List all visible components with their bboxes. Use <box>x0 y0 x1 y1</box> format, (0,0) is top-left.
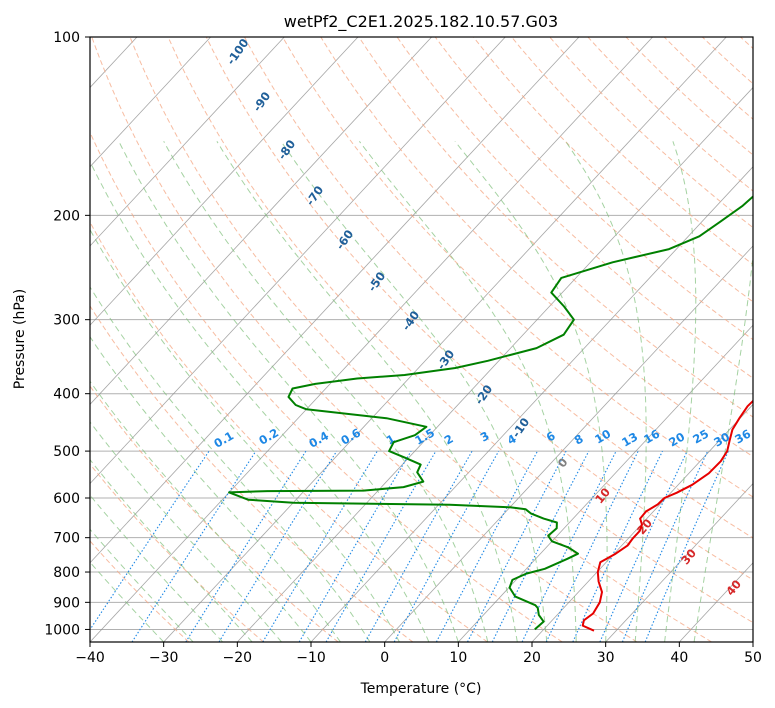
mixing-ratio-line <box>491 450 590 642</box>
mixing-ratio-label: 30 <box>711 430 732 450</box>
moist-adiabat-line <box>90 494 223 642</box>
dry-adiabat-line <box>549 37 753 229</box>
moist-adiabat-line <box>90 160 430 642</box>
mixing-ratio-line <box>545 450 639 642</box>
moist-adiabat-line <box>90 380 312 642</box>
x-tick-label: 40 <box>670 650 688 666</box>
x-axis-ticks: −40 −30 −20 −10 0 10 20 30 40 50 <box>75 642 762 666</box>
dry-adiabat-line <box>167 37 753 624</box>
y-axis-label: Pressure (hPa) <box>12 289 28 389</box>
x-tick-label: 30 <box>597 650 615 666</box>
x-tick-label: −40 <box>75 650 105 666</box>
moist-adiabat-line <box>216 141 518 642</box>
moist-adiabat-line <box>664 141 697 642</box>
y-tick-label: 300 <box>53 313 80 329</box>
isotherm-line <box>90 37 359 326</box>
isotherm-line <box>605 482 753 642</box>
isotherm-line <box>237 86 753 642</box>
mixing-ratio-label: 16 <box>641 427 662 447</box>
isotherm-line <box>90 37 432 405</box>
y-tick-label: 800 <box>53 565 80 581</box>
y-axis-ticks: 1000 900 800 700 600 500 400 300 200 100 <box>44 30 90 638</box>
isotherm-line <box>90 37 506 485</box>
y-tick-label: 700 <box>53 531 80 547</box>
mixing-ratio-line <box>185 450 307 642</box>
y-tick-label: 900 <box>53 595 80 611</box>
moist-adiabat-line <box>565 141 647 642</box>
dry-adiabat-line <box>282 37 753 498</box>
dry-adiabat-line <box>90 131 563 642</box>
mixing-ratio-label: 36 <box>732 427 753 447</box>
moist-adiabat-line <box>90 286 371 642</box>
x-tick-label: 0 <box>380 650 389 666</box>
moist-adiabat-line <box>358 141 577 642</box>
dry-adiabat-line <box>90 305 414 642</box>
x-tick-label: −30 <box>149 650 179 666</box>
mixing-ratio-line <box>435 450 538 642</box>
moist-adiabat-line <box>693 250 753 642</box>
chart-title: wetPf2_C2E1.2025.182.10.57.G03 <box>284 12 558 32</box>
mixing-ratio-label: 13 <box>619 430 640 450</box>
isotherm-line <box>384 245 753 642</box>
x-tick-label: −10 <box>296 650 326 666</box>
dry-adiabat-line <box>473 37 753 303</box>
mixing-ratio-line <box>467 450 567 642</box>
mixing-ratio-line <box>131 450 257 642</box>
isotherm-line <box>531 403 753 642</box>
x-tick-label: 10 <box>449 650 467 666</box>
background-lines <box>90 37 753 642</box>
y-tick-label: 1000 <box>44 622 80 638</box>
moist-adiabat-line <box>90 528 194 642</box>
moist-adiabat-line <box>163 141 489 642</box>
x-axis-label: Temperature (°C) <box>360 681 482 697</box>
dry-adiabat-line <box>358 37 753 418</box>
y-tick-label: 100 <box>53 30 80 46</box>
isotherm-line <box>90 37 211 168</box>
isotherm-line <box>90 37 653 642</box>
moist-adiabat-line <box>118 141 459 642</box>
dry-adiabat-line <box>320 37 753 458</box>
temperature-profile-line <box>581 399 753 632</box>
mixing-ratio-line <box>572 450 663 642</box>
plot-frame <box>89 36 754 643</box>
dry-adiabat-line <box>90 463 264 642</box>
dry-adiabat-line <box>129 37 712 642</box>
x-tick-label: −20 <box>223 650 253 666</box>
y-tick-label: 200 <box>53 208 80 224</box>
y-tick-label: 600 <box>53 491 80 507</box>
x-tick-label: 20 <box>523 650 541 666</box>
dry-adiabat-line <box>91 37 638 642</box>
y-tick-label: 500 <box>53 444 80 460</box>
mixing-ratio-label: 20 <box>666 430 687 450</box>
isotherm-line <box>90 37 580 564</box>
moist-adiabat-line <box>280 141 548 642</box>
dry-adiabat-line <box>396 37 753 379</box>
dry-adiabat-line <box>625 37 753 156</box>
mixing-ratio-line <box>364 450 473 642</box>
mixing-ratio-label: 10 <box>592 427 613 447</box>
x-tick-label: 50 <box>744 650 762 666</box>
mixing-ratio-line <box>393 450 500 642</box>
dewpoint-profile-line <box>228 195 753 631</box>
isotherm-line <box>90 37 285 247</box>
mixing-ratio-label: 25 <box>690 427 711 447</box>
moist-adiabat-line <box>90 421 282 642</box>
mixing-ratio-line <box>218 450 338 642</box>
moist-adiabat-line <box>90 458 253 642</box>
profile-series <box>228 195 753 632</box>
y-tick-label: 400 <box>53 387 80 403</box>
